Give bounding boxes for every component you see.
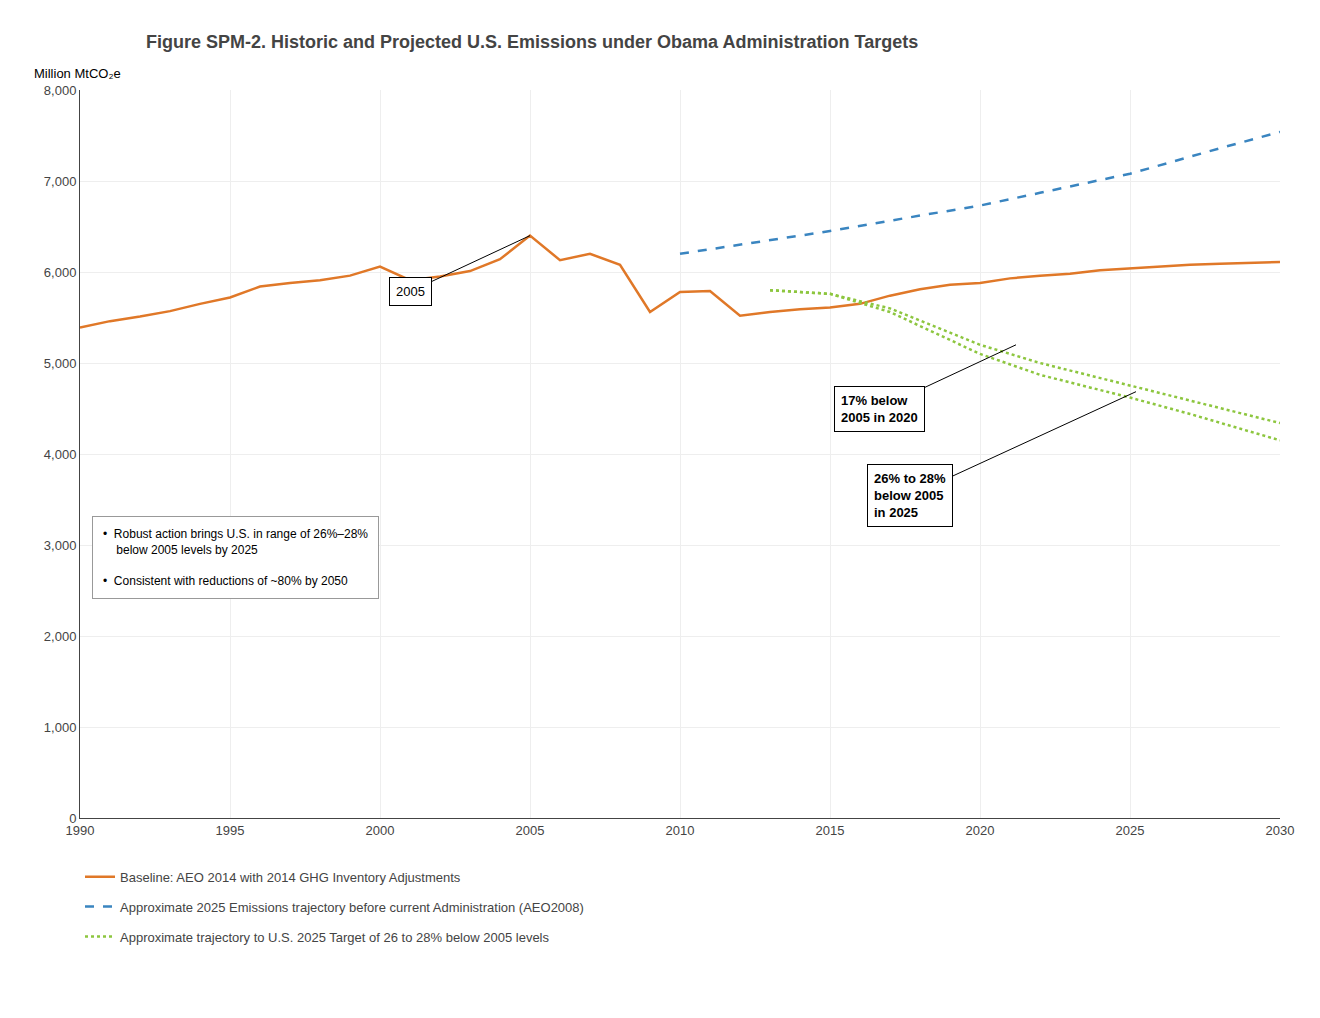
- svg-text:2020: 2020: [966, 823, 995, 838]
- svg-text:2025: 2025: [1116, 823, 1145, 838]
- svg-text:5,000: 5,000: [44, 356, 77, 371]
- svg-text:1990: 1990: [66, 823, 95, 838]
- svg-text:2030: 2030: [1266, 823, 1295, 838]
- svg-text:0: 0: [69, 811, 76, 826]
- svg-text:8,000: 8,000: [44, 83, 77, 98]
- svg-text:2,000: 2,000: [44, 629, 77, 644]
- svg-text:Baseline: AEO 2014 with 2014 G: Baseline: AEO 2014 with 2014 GHG Invento…: [120, 870, 461, 885]
- svg-text:Figure SPM-2. Historic and Pro: Figure SPM-2. Historic and Projected U.S…: [146, 32, 918, 52]
- svg-text:Million MtCO₂e: Million MtCO₂e: [34, 66, 121, 81]
- svg-text:• Robust action brings U.S. i: • Robust action brings U.S. in range of …: [103, 527, 368, 588]
- svg-text:2010: 2010: [666, 823, 695, 838]
- svg-text:2015: 2015: [816, 823, 845, 838]
- svg-text:2005: 2005: [396, 284, 425, 299]
- svg-text:1,000: 1,000: [44, 720, 77, 735]
- svg-text:4,000: 4,000: [44, 447, 77, 462]
- svg-text:3,000: 3,000: [44, 538, 77, 553]
- svg-text:2005: 2005: [516, 823, 545, 838]
- svg-text:Approximate 2025 Emissions tra: Approximate 2025 Emissions trajectory be…: [120, 900, 584, 915]
- svg-text:26% to 28%below 2005in 2025: 26% to 28%below 2005in 2025: [874, 471, 946, 520]
- svg-text:1995: 1995: [216, 823, 245, 838]
- svg-text:2000: 2000: [366, 823, 395, 838]
- svg-text:17% below2005 in 2020: 17% below2005 in 2020: [841, 393, 918, 425]
- svg-text:Approximate trajectory to U.S.: Approximate trajectory to U.S. 2025 Targ…: [120, 930, 550, 945]
- svg-text:6,000: 6,000: [44, 265, 77, 280]
- svg-text:7,000: 7,000: [44, 174, 77, 189]
